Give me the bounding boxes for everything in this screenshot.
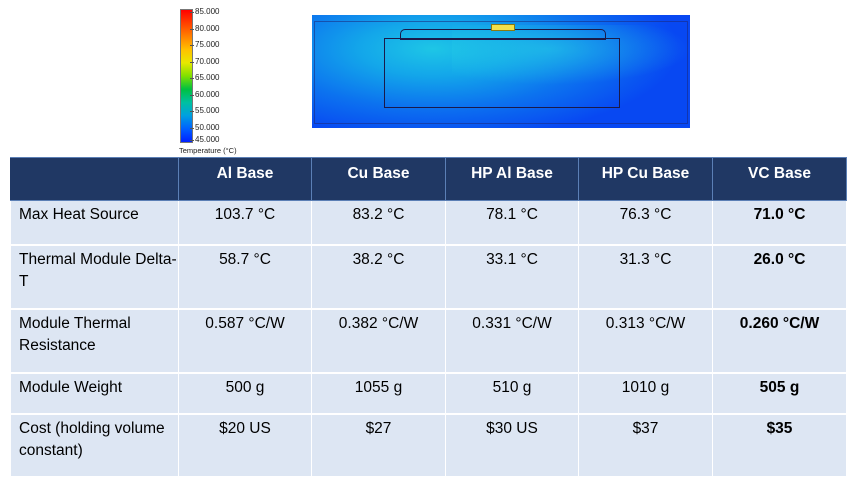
row-label: Module Weight [10, 372, 179, 414]
table-cell: 0.382 °C/W [311, 308, 446, 373]
header-cell: Al Base [178, 157, 312, 201]
legend-tick: 65.000 [189, 73, 220, 82]
table-cell: 1055 g [311, 372, 446, 414]
table-cell: 0.313 °C/W [578, 308, 713, 373]
table-row: Thermal Module Delta-T 58.7 °C 38.2 °C 3… [10, 244, 847, 309]
table-cell: 76.3 °C [578, 200, 713, 245]
temperature-legend: 85.000 80.000 75.000 70.000 65.000 60.00… [178, 6, 268, 156]
header-cell [10, 157, 179, 201]
header-cell: VC Base [712, 157, 847, 201]
table-cell: 33.1 °C [445, 244, 579, 309]
legend-color-bar [180, 9, 193, 143]
legend-title: Temperature (°C) [179, 146, 237, 155]
table-cell: $27 [311, 413, 446, 477]
table-row: Max Heat Source 103.7 °C 83.2 °C 78.1 °C… [10, 200, 847, 245]
legend-tick: 50.000 [189, 122, 220, 132]
table-cell: 31.3 °C [578, 244, 713, 309]
heat-plume [452, 25, 690, 85]
table-cell: 510 g [445, 372, 579, 414]
table-cell: $30 US [445, 413, 579, 477]
legend-tick: 80.000 [189, 23, 220, 33]
table-row: Module Weight 500 g 1055 g 510 g 1010 g … [10, 372, 847, 414]
heatsink-outline [384, 38, 620, 108]
thermal-simulation-image [312, 15, 690, 128]
heat-source [491, 24, 515, 31]
enclosure-outline [314, 21, 688, 124]
legend-tick: 85.000 [189, 7, 220, 16]
table-cell: 78.1 °C [445, 200, 579, 245]
table-cell: 500 g [178, 372, 312, 414]
legend-tick: 55.000 [189, 106, 220, 115]
legend-tick: 45.000 [189, 135, 220, 144]
table-cell: 1010 g [578, 372, 713, 414]
row-label: Cost (holding volume constant) [10, 413, 179, 477]
header-cell: HP Cu Base [578, 157, 713, 201]
header-cell: Cu Base [311, 157, 446, 201]
header-cell: HP Al Base [445, 157, 579, 201]
table-cell: 0.587 °C/W [178, 308, 312, 373]
table-cell: 58.7 °C [178, 244, 312, 309]
table-cell: 83.2 °C [311, 200, 446, 245]
table-cell: $20 US [178, 413, 312, 477]
table-cell-best: 71.0 °C [712, 200, 847, 245]
table-row: Module Thermal Resistance 0.587 °C/W 0.3… [10, 308, 847, 373]
table-cell: 103.7 °C [178, 200, 312, 245]
legend-tick: 75.000 [189, 40, 220, 49]
table-cell-best: 0.260 °C/W [712, 308, 847, 373]
table-cell: $37 [578, 413, 713, 477]
table-row: Cost (holding volume constant) $20 US $2… [10, 413, 847, 477]
table-cell: 0.331 °C/W [445, 308, 579, 373]
legend-tick: 60.000 [189, 89, 220, 99]
table-header-row: Al Base Cu Base HP Al Base HP Cu Base VC… [10, 157, 847, 201]
table-cell: 38.2 °C [311, 244, 446, 309]
table-cell-best: 505 g [712, 372, 847, 414]
table-cell-best: 26.0 °C [712, 244, 847, 309]
table-cell-best: $35 [712, 413, 847, 477]
row-label: Module Thermal Resistance [10, 308, 179, 373]
legend-tick: 70.000 [189, 56, 220, 66]
row-label: Thermal Module Delta-T [10, 244, 179, 309]
row-label: Max Heat Source [10, 200, 179, 245]
results-table: Al Base Cu Base HP Al Base HP Cu Base VC… [10, 157, 847, 478]
